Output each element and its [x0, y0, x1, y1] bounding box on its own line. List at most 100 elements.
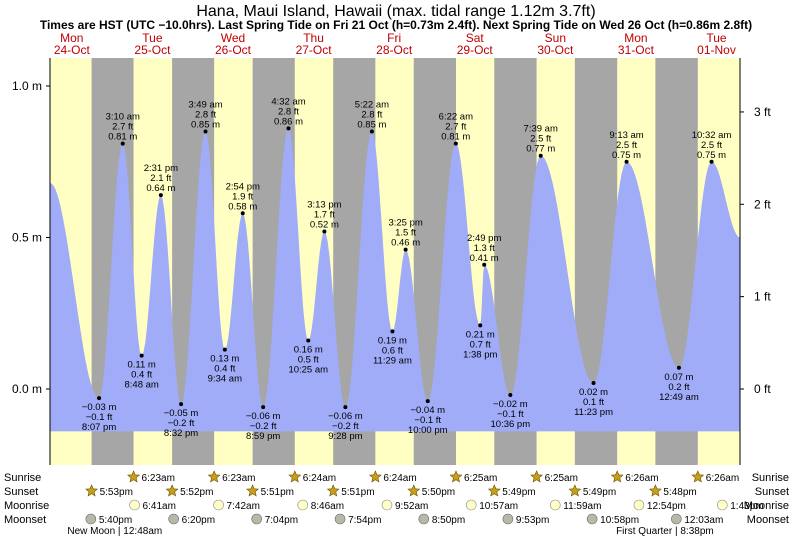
- moonset-time: 9:53pm: [516, 515, 549, 526]
- moonrise-icon: [465, 499, 477, 511]
- extreme-label: 11:29 am: [373, 355, 412, 366]
- day-name: Tue: [142, 31, 163, 45]
- moonset-icon: [502, 513, 514, 525]
- extreme-point: [322, 229, 327, 234]
- sunrise-icon: [127, 470, 141, 483]
- extreme-label: 10:00 pm: [408, 425, 448, 436]
- row-label-right: Moonrise: [744, 500, 789, 512]
- extreme-point: [369, 129, 374, 134]
- extreme-label: 0.64 m: [146, 183, 175, 194]
- sunrise-time: 6:25am: [464, 473, 497, 484]
- moonset-time: 10:58pm: [600, 515, 639, 526]
- moonrise-time: 1:43pm: [730, 501, 763, 512]
- extreme-label: −0.1 ft: [497, 409, 524, 420]
- extreme-label: 2.5 ft: [530, 134, 551, 145]
- extreme-point: [482, 262, 487, 267]
- moonset-icon: [85, 513, 97, 525]
- extreme-label: 0.07 m: [664, 372, 693, 383]
- day-date: 25-Oct: [134, 43, 171, 57]
- extreme-point: [286, 126, 291, 131]
- extreme-point: [203, 129, 208, 134]
- moonrise-icon: [633, 499, 645, 511]
- sunrise-time: 6:26am: [706, 473, 739, 484]
- sunrise-icon: [691, 470, 705, 483]
- extreme-label: 2:31 pm: [144, 163, 178, 174]
- extreme-label: 1.7 ft: [314, 209, 335, 220]
- extreme-label: 0.5 ft: [298, 355, 319, 366]
- moonrise-time: 10:57am: [479, 501, 518, 512]
- extreme-label: 3:49 am: [188, 99, 222, 110]
- extreme-label: 0.75 m: [697, 150, 726, 161]
- extreme-label: 9:34 am: [208, 374, 242, 385]
- sunset-icon: [326, 484, 340, 497]
- extreme-point: [676, 365, 681, 370]
- sunset-icon: [568, 484, 582, 497]
- extreme-label: 2.5 ft: [701, 140, 722, 151]
- sunset-icon: [487, 484, 501, 497]
- day-name: Sun: [545, 31, 566, 45]
- sunset-time: 5:51pm: [261, 487, 294, 498]
- extreme-point: [97, 396, 102, 401]
- row-label-left: Sunset: [4, 486, 38, 498]
- moonset-time: 8:50pm: [432, 515, 465, 526]
- sunset-time: 5:51pm: [341, 487, 374, 498]
- right-tick-label: 3 ft: [754, 105, 771, 119]
- day-name: Sat: [466, 31, 485, 45]
- extreme-label: 5:22 am: [355, 99, 389, 110]
- extreme-label: 8:32 pm: [164, 428, 198, 439]
- extreme-label: 0.19 m: [378, 335, 407, 346]
- extreme-label: 1.5 ft: [395, 228, 416, 239]
- day-date: 26-Oct: [215, 43, 252, 57]
- sunrise-icon: [610, 470, 624, 483]
- sunset-icon: [85, 484, 99, 497]
- sunrise-time: 6:23am: [222, 473, 255, 484]
- extreme-point: [403, 247, 408, 252]
- extreme-label: 2.8 ft: [278, 106, 299, 117]
- extreme-label: 0.11 m: [127, 360, 155, 371]
- extreme-label: −0.02 m: [493, 399, 528, 410]
- extreme-label: 8:07 pm: [82, 422, 116, 433]
- extreme-label: 0.6 ft: [382, 345, 403, 356]
- sunset-time: 5:48pm: [663, 487, 696, 498]
- extreme-point: [158, 193, 163, 198]
- day-name: Thu: [303, 31, 324, 45]
- sunrise-icon: [530, 470, 544, 483]
- extreme-label: −0.06 m: [246, 411, 281, 422]
- sunset-icon: [407, 484, 421, 497]
- sunrise-icon: [449, 470, 463, 483]
- extreme-label: 9:13 am: [609, 130, 643, 141]
- day-date: 27-Oct: [296, 43, 333, 57]
- sunset-time: 5:52pm: [180, 487, 213, 498]
- right-tick-label: 2 ft: [754, 197, 771, 211]
- extreme-point: [222, 347, 227, 352]
- extreme-point: [240, 211, 245, 216]
- extreme-label: 2.8 ft: [195, 109, 216, 120]
- day-date: 29-Oct: [457, 43, 494, 57]
- extreme-label: −0.2 ft: [168, 418, 195, 429]
- sunrise-time: 6:24am: [303, 473, 336, 484]
- extreme-label: 0.4 ft: [131, 370, 152, 381]
- extreme-point: [306, 338, 311, 343]
- extreme-label: 9:28 pm: [328, 431, 362, 442]
- tide-curve: [50, 128, 740, 432]
- extreme-labels: −0.03 m−0.1 ft8:07 pm3:10 am2.7 ft0.81 m…: [82, 96, 732, 442]
- extreme-label: 0.77 m: [526, 144, 555, 155]
- extreme-label: 7:39 am: [524, 124, 558, 135]
- extreme-point: [508, 393, 513, 398]
- moonset-icon: [418, 513, 430, 525]
- extreme-point: [478, 323, 483, 328]
- extreme-label: 0.16 m: [294, 345, 323, 356]
- extreme-point: [390, 329, 395, 334]
- left-tick-label: 1.0 m: [12, 79, 42, 93]
- extreme-label: 1.9 ft: [232, 191, 253, 202]
- day-name: Fri: [387, 31, 401, 45]
- extreme-label: 8:59 pm: [246, 431, 280, 442]
- extreme-label: 3:10 am: [106, 112, 140, 123]
- sun-moon-rows: Sunrise Sunrise Sunset Sunset Moonrise Moonri…: [4, 470, 789, 537]
- extreme-label: 2.5 ft: [616, 140, 637, 151]
- extreme-point: [709, 159, 714, 164]
- row-label-right: Sunset: [755, 486, 789, 498]
- tide-area: [50, 128, 740, 432]
- extreme-point: [425, 399, 430, 404]
